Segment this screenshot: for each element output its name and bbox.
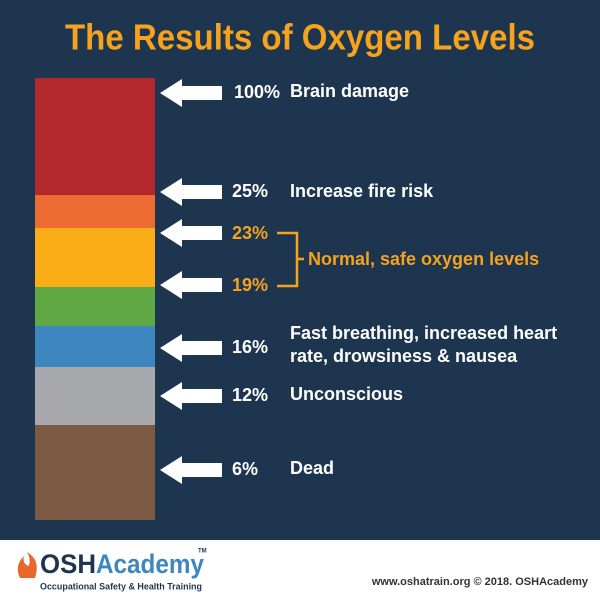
segment: [35, 367, 155, 425]
oxygen-column: [35, 78, 155, 520]
title: The Results of Oxygen Levels: [65, 17, 535, 58]
footer-background: [0, 540, 600, 600]
logo-flame: [17, 552, 37, 578]
segment: [35, 287, 155, 326]
arrow: [160, 456, 222, 484]
percent: 19%: [232, 275, 268, 295]
effect-label: rate, drowsiness & nausea: [290, 346, 518, 366]
percent: 100%: [234, 82, 280, 102]
segment: [35, 425, 155, 520]
effect-label: Brain damage: [290, 81, 409, 101]
percent: 12%: [232, 385, 268, 405]
credit: www.oshatrain.org © 2018. OSHAcademy: [371, 576, 589, 588]
percent: 6%: [232, 459, 258, 479]
logo-text: OSH: [40, 549, 96, 579]
percent: 25%: [232, 181, 268, 201]
arrow: [160, 271, 222, 299]
arrow: [160, 382, 222, 410]
trademark: TM: [198, 549, 207, 555]
logo-text: Academy: [96, 549, 204, 579]
percent: 23%: [232, 223, 268, 243]
effect-label: Dead: [290, 458, 334, 478]
percent: 16%: [232, 337, 268, 357]
arrow: [160, 334, 222, 362]
tagline: Occupational Safety & Health Training: [40, 581, 202, 591]
arrow: [160, 219, 222, 247]
segment: [35, 195, 155, 228]
arrow: [160, 79, 222, 107]
arrow: [160, 178, 222, 206]
effect-label: Unconscious: [290, 384, 403, 404]
segment: [35, 228, 155, 287]
effect-label: Increase fire risk: [290, 181, 434, 201]
segment: [35, 78, 155, 195]
segment: [35, 326, 155, 367]
range-bracket: [277, 231, 304, 288]
range-label: Normal, safe oxygen levels: [308, 249, 539, 269]
effect-label: Fast breathing, increased heart: [290, 323, 557, 343]
logo: OSH Academy TM Occupational Safety & Hea…: [17, 549, 207, 591]
